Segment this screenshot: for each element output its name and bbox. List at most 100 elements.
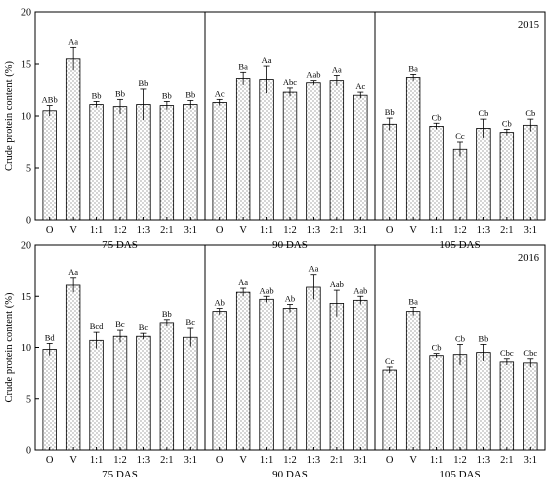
y-tick-label: 10 [21, 112, 31, 123]
x-tick-label: 1:3 [307, 455, 320, 466]
x-tick-label: 1:2 [283, 455, 296, 466]
significance-label: Aa [68, 267, 78, 277]
significance-label: Cb [455, 333, 465, 343]
y-tick-label: 15 [21, 292, 31, 303]
bar [523, 124, 538, 221]
x-tick-label: O [386, 455, 394, 466]
bar [235, 78, 251, 221]
x-tick-label: 2:1 [160, 455, 173, 466]
significance-label: Cbc [500, 348, 514, 358]
significance-label: Ac [215, 88, 225, 98]
x-tick-label: O [46, 225, 54, 236]
significance-label: Bb [92, 90, 102, 100]
significance-label: Ab [285, 293, 295, 303]
x-tick-label: 3:1 [354, 225, 367, 236]
bar [523, 362, 538, 451]
significance-label: ABb [42, 95, 58, 105]
bar [136, 335, 151, 451]
significance-label: Bc [186, 317, 196, 327]
y-tick-label: 20 [21, 241, 31, 252]
significance-label: Aab [330, 279, 344, 289]
bar [65, 284, 81, 451]
bar [329, 303, 345, 451]
bar [382, 369, 397, 451]
x-tick-label: 1:2 [453, 455, 466, 466]
bar [42, 349, 57, 451]
significance-label: Cc [455, 131, 465, 141]
significance-label: Aa [68, 36, 78, 46]
x-tick-label: 3:1 [354, 455, 367, 466]
y-tick-label: 5 [26, 164, 31, 175]
x-tick-label: 1:3 [477, 225, 490, 236]
x-tick-label: 1:2 [113, 455, 126, 466]
bar [65, 58, 81, 221]
significance-label: Bb [162, 309, 172, 319]
x-tick-label: 2:1 [500, 225, 513, 236]
x-tick-label: V [239, 455, 247, 466]
significance-label: Bb [185, 89, 195, 99]
significance-label: Cc [385, 356, 395, 366]
significance-label: Aa [332, 64, 342, 74]
bar [183, 336, 198, 451]
x-tick-label: O [46, 455, 54, 466]
significance-label: Bb [162, 90, 172, 100]
x-tick-label: 1:2 [113, 225, 126, 236]
x-tick-label: 3:1 [524, 455, 537, 466]
significance-label: Ab [215, 298, 225, 308]
significance-label: Bcd [90, 321, 104, 331]
x-tick-label: O [386, 225, 394, 236]
y-tick-label: 20 [21, 8, 31, 19]
significance-label: Ac [355, 81, 365, 91]
x-tick-label: 1:1 [90, 455, 103, 466]
significance-label: Cb [525, 108, 535, 118]
bar [353, 94, 368, 221]
group-label: 105 DAS [439, 469, 480, 477]
bar [112, 106, 128, 221]
x-tick-label: V [239, 225, 247, 236]
y-tick-label: 10 [21, 343, 31, 354]
bar [259, 79, 274, 221]
significance-label: Ba [408, 297, 418, 307]
x-tick-label: 1:1 [90, 225, 103, 236]
bar [452, 148, 468, 221]
bar [405, 311, 421, 451]
bar [212, 102, 227, 221]
significance-label: Aa [238, 277, 248, 287]
x-tick-label: V [69, 225, 77, 236]
bar [136, 104, 151, 221]
bar [452, 354, 468, 451]
x-tick-label: 1:3 [137, 455, 150, 466]
bar [282, 308, 298, 451]
bar [306, 82, 321, 221]
significance-label: Cb [502, 119, 512, 129]
x-tick-label: V [409, 455, 417, 466]
bar [405, 77, 421, 221]
significance-label: Cb [432, 343, 442, 353]
x-tick-label: 1:2 [453, 225, 466, 236]
group-75-das: Bd O Aa V Bcd 1:1 Bc 1:2 Bc 1:3 Bb 2:1 Bc 3:1 75 DAS [42, 267, 198, 477]
significance-label: Bb [385, 107, 395, 117]
x-tick-label: 3:1 [184, 225, 197, 236]
significance-label: Cbc [523, 348, 537, 358]
x-tick-label: 3:1 [524, 225, 537, 236]
x-tick-label: 2:1 [160, 225, 173, 236]
bar [89, 339, 104, 451]
bar [183, 104, 198, 221]
significance-label: Aab [306, 70, 320, 80]
bar [329, 80, 345, 221]
bar [159, 105, 175, 221]
group-label: 75 DAS [102, 469, 138, 477]
chart-panel-2016: 0 5 10 15 20 Crude protein content (%) 2016 Bd O… [4, 241, 546, 477]
significance-label: Aa [308, 264, 318, 274]
x-tick-label: 1:3 [137, 225, 150, 236]
significance-label: Abc [283, 77, 297, 87]
group-90-das: Ab O Aa V Aab 1:1 Ab 1:2 Aa 1:3 Aab 2:1 Aab 3:1 90 DAS [204, 245, 368, 477]
significance-label: Bd [45, 332, 56, 342]
bar [89, 104, 104, 221]
x-tick-label: 1:3 [477, 455, 490, 466]
y-tick-label: 5 [26, 394, 31, 405]
year-label: 2016 [518, 253, 539, 264]
significance-label: Cb [478, 108, 488, 118]
